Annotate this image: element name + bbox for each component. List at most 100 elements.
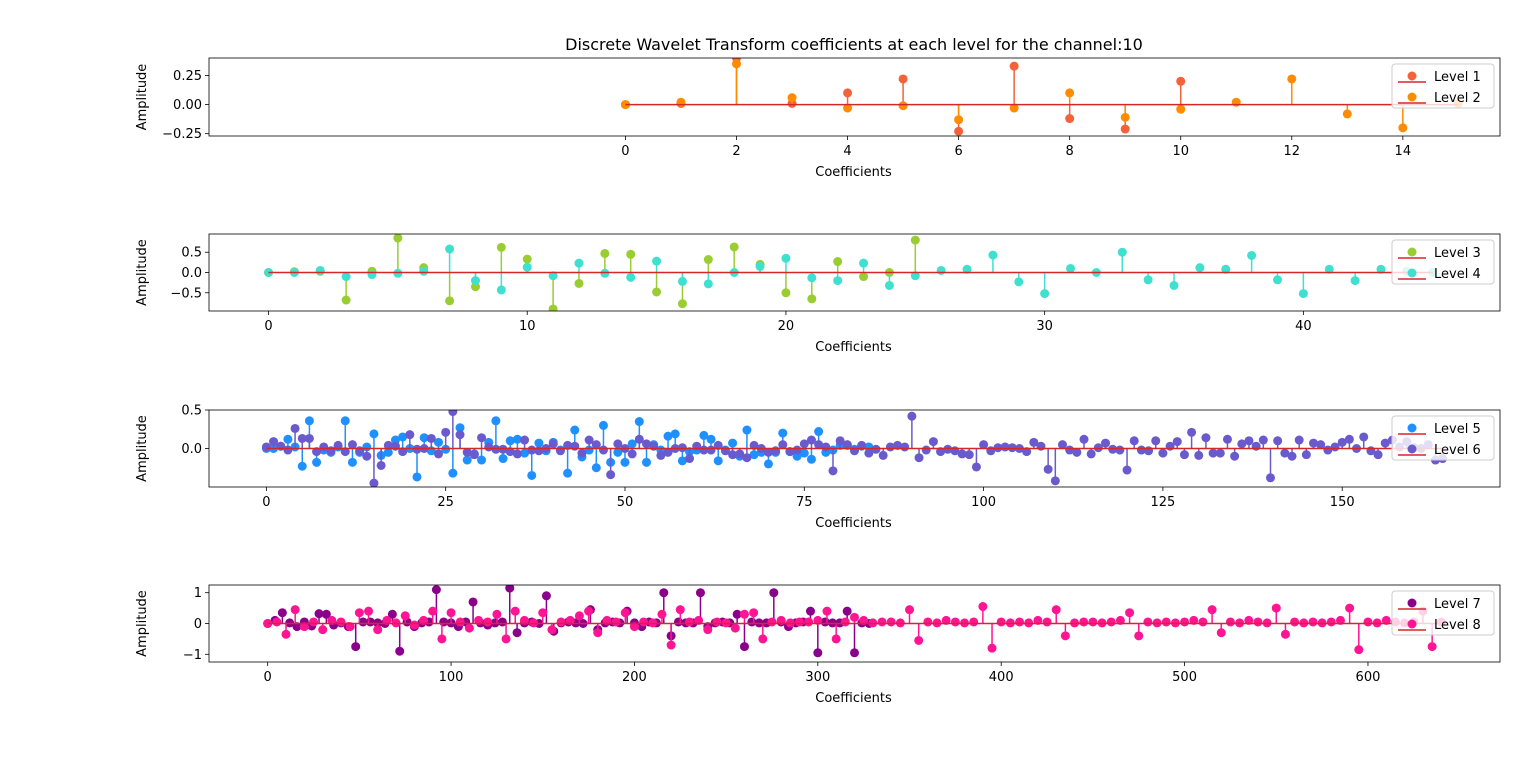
stem-marker <box>1280 448 1290 458</box>
stem-marker <box>805 606 815 616</box>
stem-marker <box>923 617 933 627</box>
stem-marker <box>290 605 300 615</box>
stem-marker <box>431 585 441 595</box>
stem-marker <box>445 244 455 254</box>
stem-marker <box>1373 450 1383 460</box>
stem-marker <box>1225 617 1235 627</box>
stem-marker <box>468 597 478 607</box>
subplot-4: 0 100 200 300 400 500 600 −1 0 1 Coefficients Ampli… <box>135 584 1501 706</box>
stem-marker <box>670 429 680 439</box>
stem-marker <box>1117 247 1127 257</box>
stem-marker <box>412 444 422 454</box>
stem-marker <box>1009 103 1019 113</box>
stem-marker <box>742 453 752 463</box>
stem-marker <box>1244 436 1254 446</box>
series-1 <box>620 58 1186 136</box>
stem-marker <box>1280 629 1290 639</box>
stem-marker <box>1014 277 1024 287</box>
stem-marker <box>1258 435 1268 445</box>
stem-marker <box>893 440 903 450</box>
stem-marker <box>309 617 319 627</box>
y-tick-label: −1 <box>183 648 202 663</box>
stem-marker <box>979 440 989 450</box>
legend-marker-swatch <box>1407 444 1417 454</box>
stem-marker <box>1195 263 1205 273</box>
stem-marker <box>936 447 946 457</box>
stem-marker <box>936 265 946 275</box>
stem-marker <box>988 250 998 260</box>
stem-marker <box>498 444 508 454</box>
stem-marker <box>730 623 740 633</box>
stem-marker <box>1065 114 1075 124</box>
stem-marker <box>1207 605 1217 615</box>
stem-marker <box>1122 465 1132 475</box>
stem-marker <box>813 615 823 625</box>
stem-marker <box>347 457 357 467</box>
stem-marker <box>315 265 325 275</box>
stem-marker <box>1151 436 1161 446</box>
stem-marker <box>807 294 817 304</box>
stem-marker <box>821 442 831 452</box>
stem-marker <box>1342 109 1352 119</box>
x-tick-label: 0 <box>621 144 629 159</box>
x-tick-label: 150 <box>1330 495 1355 510</box>
stem-marker <box>398 447 408 457</box>
subplot-3: 0 25 50 75 100 125 150 0.0 0.5 Coefficients Amplit… <box>135 404 1501 531</box>
stem-marker <box>1287 451 1297 461</box>
stem-marker <box>574 611 584 621</box>
x-tick-label: 0 <box>264 670 272 685</box>
x-tick-label: 0 <box>264 319 272 334</box>
y-axis-label: Amplitude <box>135 590 150 657</box>
stem-marker <box>1057 440 1067 450</box>
x-tick-label: 50 <box>617 495 634 510</box>
stem-marker <box>1158 448 1168 458</box>
stem-marker <box>620 608 630 618</box>
stem-marker <box>505 447 515 457</box>
stem-marker <box>799 448 809 458</box>
stem-marker <box>345 622 355 632</box>
legend-marker-swatch <box>1407 268 1417 278</box>
stem-marker <box>1215 448 1225 458</box>
stem-marker <box>1093 443 1103 453</box>
stem-marker <box>914 453 924 463</box>
stem-marker <box>369 478 379 487</box>
x-tick-label: 10 <box>1172 144 1189 159</box>
stem-marker <box>626 272 636 282</box>
stem-marker <box>1350 276 1360 286</box>
plot-area <box>263 585 1446 658</box>
stem-marker <box>448 410 458 417</box>
stem-marker <box>1208 448 1218 458</box>
stem-marker <box>962 264 972 274</box>
stem-marker <box>652 256 662 266</box>
stem-marker <box>483 617 493 627</box>
stem-marker <box>555 446 565 456</box>
stem-marker <box>695 588 705 598</box>
stem-marker <box>1253 617 1263 627</box>
subplot-2: 0 10 20 30 40 −0.5 0.0 0.5 Coefficients Amplitude… <box>135 233 1501 355</box>
stem-marker <box>312 457 322 467</box>
stem-marker <box>598 445 608 455</box>
stem-marker <box>498 454 508 464</box>
stem-marker <box>462 447 472 457</box>
stem-marker <box>656 450 666 460</box>
stem-marker <box>814 427 824 437</box>
stem-marker <box>591 440 601 450</box>
stem-marker <box>351 642 361 652</box>
legend-marker-swatch <box>1407 423 1417 433</box>
stem-marker <box>749 608 759 618</box>
stem-marker <box>1009 61 1019 71</box>
stem-marker <box>850 446 859 456</box>
stem-marker <box>814 440 824 450</box>
stem-marker <box>548 439 558 449</box>
stem-marker <box>763 447 773 457</box>
stem-marker <box>978 602 988 612</box>
stem-marker <box>565 615 575 625</box>
stem-marker <box>639 617 649 627</box>
stem-marker <box>1287 74 1297 84</box>
stem-marker <box>792 445 802 455</box>
stem-marker <box>1290 617 1300 627</box>
x-tick-label: 30 <box>1036 319 1053 334</box>
stem-marker <box>1108 444 1118 454</box>
stem-marker <box>591 463 601 473</box>
stem-marker <box>419 266 429 276</box>
